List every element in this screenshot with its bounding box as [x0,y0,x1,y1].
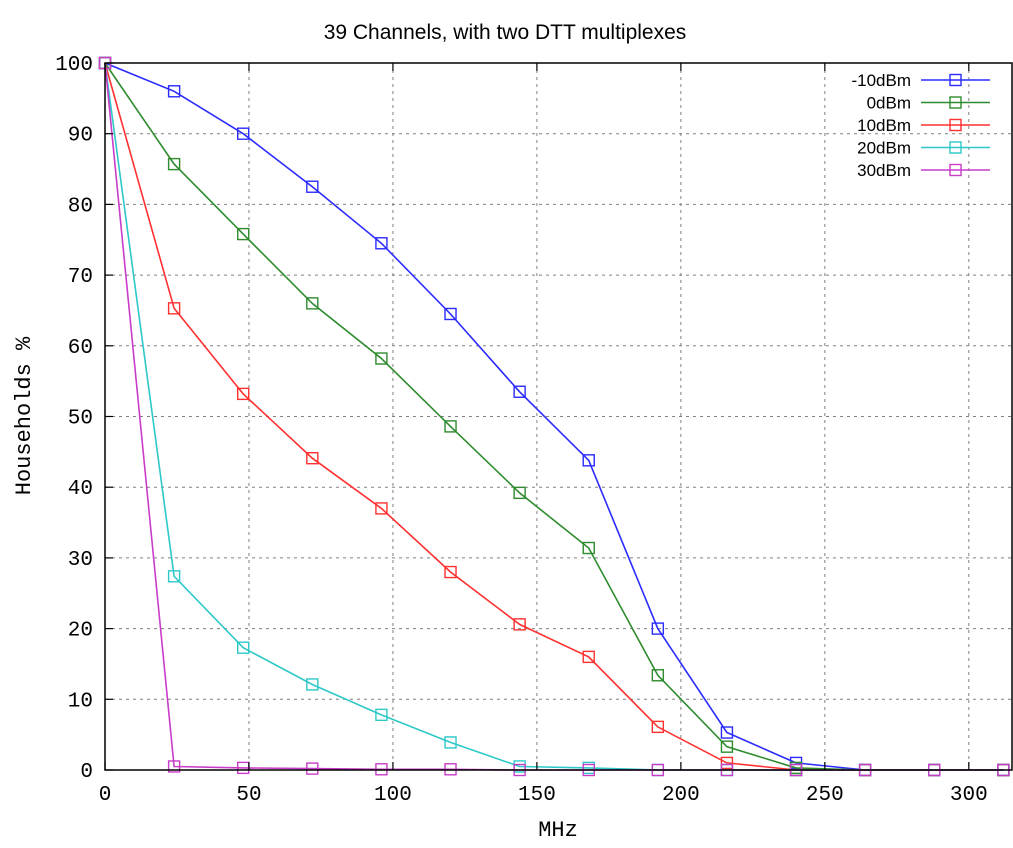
data-point [582,454,595,467]
data-point [513,486,526,500]
legend-label: 20dBm [857,139,911,158]
data-point [306,762,319,775]
data-point [651,720,665,734]
legend-label: 30dBm [857,161,911,180]
data-point [306,297,319,310]
y-tick-label: 20 [68,620,93,643]
legend-label: 10dBm [857,116,911,135]
legend-swatch-marker [949,141,962,154]
legend-item: -10dBm [851,71,990,90]
y-tick-label: 70 [68,266,93,289]
data-point [375,352,388,365]
y-tick-label: 30 [68,549,93,572]
legend-swatch-marker [949,118,962,132]
data-point [167,157,181,171]
x-tick-label: 200 [662,784,700,807]
y-tick-label: 0 [80,761,93,784]
x-tick-label: 0 [99,784,112,807]
chart-title: 39 Channels, with two DTT multiplexes [324,21,687,44]
legend-swatch-marker [949,163,962,177]
y-axis-label: Households % [12,336,37,495]
data-point [237,227,250,241]
data-point [582,541,595,555]
data-point [167,302,181,315]
y-tick-label: 50 [68,408,93,431]
data-point [651,669,665,682]
data-point [444,565,457,579]
data-point [375,502,388,515]
data-point [306,678,319,691]
data-point [720,740,734,753]
data-point [306,452,319,465]
y-tick-label: 10 [68,690,93,713]
legend-item: 30dBm [857,161,990,180]
data-point [513,618,526,631]
data-point [167,570,181,583]
data-point [513,385,526,398]
legend: -10dBm 0dBm 10dBm 20dBm 30dBm [851,71,990,180]
axis-ticks: 0 50 100 150 200 250 300 0 10 20 30 40 50 60 70 80 90 100 [55,54,988,807]
x-axis-label: MHz [538,818,578,843]
data-point [720,756,734,770]
data-point [444,420,457,433]
data-point [167,85,181,98]
data-point [375,708,388,722]
data-point [444,736,457,749]
y-tick-label: 40 [68,478,93,501]
data-point [375,237,388,250]
legend-label: -10dBm [851,71,911,90]
y-tick-label: 90 [68,125,93,148]
data-point [720,726,734,739]
legend-item: 10dBm [857,116,990,135]
y-tick-label: 60 [68,337,93,360]
series-line [104,62,1004,771]
data-point [237,387,250,401]
data-point [444,307,457,321]
x-tick-label: 150 [518,784,556,807]
data-point [651,622,665,635]
data-point [237,641,250,654]
x-tick-label: 100 [374,784,412,807]
x-tick-label: 50 [236,784,261,807]
legend-label: 0dBm [867,94,911,113]
data-point [167,760,181,773]
legend-item: 20dBm [857,139,990,158]
x-tick-label: 250 [806,784,844,807]
legend-item: 0dBm [867,94,990,113]
legend-swatch-marker [949,73,962,87]
legend-swatch-marker [949,96,962,109]
y-tick-label: 100 [55,54,93,77]
data-point [582,650,595,664]
x-tick-label: 300 [950,784,988,807]
y-tick-label: 80 [68,195,93,218]
data-point [237,127,250,140]
data-point [306,180,319,193]
